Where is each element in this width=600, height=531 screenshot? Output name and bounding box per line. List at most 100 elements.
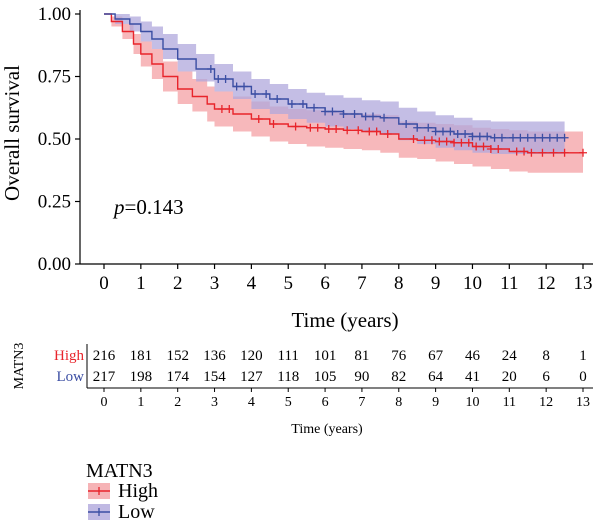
censor-mark-high — [427, 136, 436, 145]
risk-count: 118 — [277, 369, 299, 385]
risk-count: 82 — [391, 369, 406, 385]
p-value-annotation: p=0.143 — [112, 195, 184, 219]
risk-tick-label: 0 — [101, 395, 108, 410]
risk-table: MATN3 High 216 181 152 136 120 111 101 81 76 67 46 2… — [12, 343, 593, 437]
risk-count: 6 — [542, 369, 550, 385]
censor-mark-low — [221, 75, 230, 83]
y-axis-title: Overall survival — [0, 65, 24, 201]
censor-mark-low — [262, 90, 271, 98]
legend-item-high: High — [88, 480, 158, 502]
censor-mark-high — [442, 137, 451, 146]
censor-mark-high — [324, 125, 333, 133]
p-symbol: p — [112, 195, 125, 219]
censor-mark-high — [372, 127, 381, 136]
censor-mark-high — [332, 125, 341, 133]
censor-mark-low — [560, 133, 569, 142]
legend-label-low: Low — [118, 501, 155, 523]
x-axis-title: Time (years) — [291, 308, 398, 332]
censor-mark-low — [214, 75, 223, 83]
censor-mark-high — [354, 126, 363, 135]
risk-count: 105 — [314, 369, 337, 385]
censor-mark-low — [538, 133, 547, 142]
censor-mark-low — [490, 133, 499, 142]
censor-mark-low — [461, 130, 470, 138]
censor-mark-low — [310, 103, 319, 112]
risk-count: 181 — [130, 348, 153, 364]
risk-row-label-low: Low — [57, 369, 85, 385]
x-tick-label: 8 — [394, 273, 404, 294]
legend-label-high: High — [118, 480, 158, 502]
censor-mark-low — [402, 120, 411, 128]
censor-mark-low — [287, 100, 296, 108]
censor-mark-low — [298, 100, 307, 108]
censor-mark-high — [343, 126, 352, 135]
censor-marks — [206, 65, 587, 157]
risk-count: 111 — [278, 348, 299, 364]
risk-count: 174 — [166, 369, 189, 385]
censor-mark-high — [291, 122, 300, 131]
censor-mark-high — [549, 148, 558, 157]
censor-mark-low — [545, 133, 554, 142]
y-tick-label: 0.25 — [38, 192, 71, 213]
censor-mark-high — [520, 147, 529, 156]
censor-mark-low — [240, 82, 249, 91]
censor-mark-low — [483, 132, 492, 141]
x-tick-label: 0 — [99, 273, 109, 294]
risk-tick-label: 1 — [137, 395, 144, 410]
risk-count: 67 — [428, 348, 444, 364]
censor-mark-high — [435, 137, 444, 146]
censor-mark-low — [516, 133, 525, 142]
risk-tick-label: 4 — [248, 395, 255, 410]
risk-table-rows: High 216 181 152 136 120 111 101 81 76 67 46 24 8 1Low… — [54, 348, 587, 385]
risk-tick-label: 6 — [322, 395, 329, 410]
censor-mark-high — [217, 105, 226, 113]
censor-mark-low — [424, 123, 433, 132]
censor-mark-high — [420, 136, 429, 145]
risk-count: 154 — [203, 369, 226, 385]
censor-mark-low — [339, 110, 348, 118]
risk-tick-label: 9 — [432, 395, 439, 410]
censor-mark-low — [431, 127, 440, 136]
censor-mark-low — [321, 107, 330, 116]
risk-count: 0 — [579, 369, 587, 385]
risk-count: 136 — [203, 348, 226, 364]
y-tick-label: 0.00 — [38, 254, 71, 275]
x-tick-label: 7 — [357, 273, 367, 294]
p-value: =0.143 — [125, 195, 184, 219]
censor-mark-high — [464, 138, 473, 147]
censor-mark-high — [313, 123, 322, 132]
x-tick-label: 5 — [283, 273, 293, 294]
censor-mark-high — [486, 145, 495, 153]
censor-mark-low — [475, 132, 484, 141]
censor-mark-high — [579, 148, 587, 157]
risk-tick-label: 3 — [211, 395, 218, 410]
risk-table-x-title: Time (years) — [291, 422, 363, 437]
x-tick-label: 4 — [247, 273, 257, 294]
censor-mark-high — [383, 130, 392, 138]
risk-table-ticks: 0 1 2 3 4 5 6 7 8 9 10 11 12 13 — [101, 388, 590, 410]
risk-tick-label: 2 — [174, 395, 181, 410]
risk-row-label-high: High — [54, 348, 85, 364]
risk-count: 76 — [391, 348, 407, 364]
risk-count: 81 — [354, 348, 369, 364]
censor-mark-low — [446, 127, 455, 136]
censor-mark-low — [468, 132, 477, 141]
censor-mark-high — [269, 120, 278, 128]
risk-count: 46 — [465, 348, 481, 364]
risk-count: 152 — [166, 348, 189, 364]
censor-mark-high — [225, 105, 234, 113]
x-tick-label: 10 — [463, 273, 482, 294]
confidence-bands — [104, 14, 583, 173]
risk-count: 127 — [240, 369, 263, 385]
x-tick-label: 13 — [574, 273, 593, 294]
risk-tick-label: 10 — [465, 395, 479, 410]
risk-group-label: MATN3 — [12, 343, 27, 390]
x-tick-label: 12 — [537, 273, 556, 294]
censor-mark-high — [538, 148, 547, 157]
risk-tick-label: 11 — [503, 395, 516, 410]
censor-mark-low — [361, 112, 370, 121]
censor-mark-low — [508, 133, 517, 142]
censor-mark-high — [365, 127, 374, 136]
